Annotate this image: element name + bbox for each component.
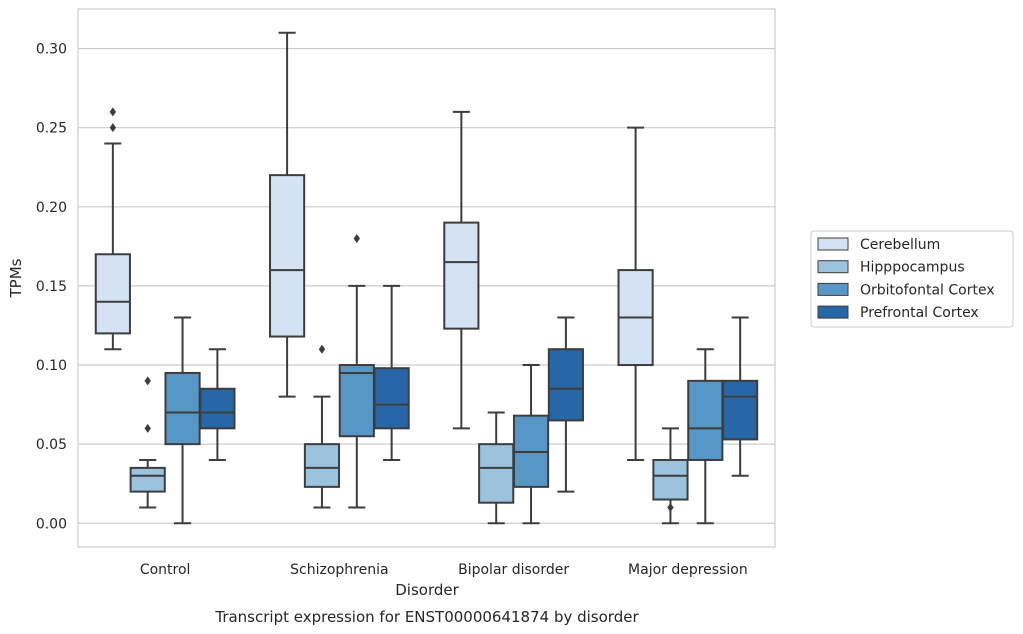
plot-area	[94, 31, 759, 525]
box	[129, 466, 166, 493]
box-group	[129, 376, 166, 509]
box-group	[373, 284, 410, 461]
legend-swatch	[817, 237, 849, 251]
legend: Cerebellum Hipppocampus Orbitofontal Corte…	[810, 230, 1014, 328]
x-tick-label: Schizophrenia	[290, 562, 388, 578]
box-group	[164, 316, 201, 525]
outlier-point	[109, 107, 117, 117]
outlier-point	[144, 423, 151, 433]
box-group	[199, 348, 236, 461]
y-tick-label: 0.00	[36, 516, 67, 532]
box	[303, 443, 341, 488]
y-tick-label: 0.25	[36, 121, 67, 137]
y-tick-label: 0.15	[36, 279, 67, 295]
box	[94, 253, 131, 335]
box	[652, 458, 689, 501]
legend-frame	[810, 230, 1014, 328]
legend-label: Orbitofontal Cortex	[860, 282, 995, 298]
box	[199, 387, 236, 430]
outlier-point	[353, 233, 360, 243]
x-tick-label: Control	[140, 562, 191, 578]
x-axis-label: Disorder	[395, 581, 459, 599]
y-tick-label: 0.10	[36, 358, 67, 374]
y-tick-label: 0.30	[36, 42, 67, 58]
legend-label: Prefrontal Cortex	[860, 305, 979, 321]
legend-swatch	[817, 260, 849, 274]
box	[547, 348, 584, 422]
box	[373, 367, 410, 430]
box-group	[443, 110, 480, 430]
box-group	[269, 31, 306, 398]
chart-title: Transcript expression for ENST0000064187…	[214, 608, 639, 626]
outlier-point	[318, 344, 326, 354]
box-group	[652, 427, 689, 525]
box-group	[547, 316, 584, 493]
box	[443, 221, 480, 330]
box-group	[512, 364, 550, 525]
x-tick-label: Bipolar disorder	[458, 562, 569, 578]
box-group	[303, 344, 341, 509]
box	[338, 364, 375, 438]
y-tick-label: 0.05	[36, 437, 67, 453]
y-axis: 0.00 0.05 0.10 0.15 0.20 0.25 0.30	[36, 42, 67, 533]
box	[269, 174, 306, 338]
x-tick-label: Major depression	[628, 562, 748, 578]
legend-label: Hipppocampus	[860, 260, 965, 276]
box	[478, 443, 515, 504]
outlier-point	[109, 123, 117, 133]
outlier-point	[144, 376, 151, 386]
legend-swatch	[817, 305, 849, 319]
legend-label: Cerebellum	[860, 237, 940, 253]
box-group	[722, 316, 759, 477]
plot-frame	[77, 8, 776, 548]
box-group	[478, 411, 515, 525]
box-group	[617, 126, 654, 461]
box-group	[94, 107, 131, 351]
box	[687, 379, 724, 461]
y-tick-label: 0.20	[36, 200, 67, 216]
y-axis-label: TPMs	[7, 258, 25, 298]
box	[722, 379, 759, 441]
legend-swatch	[817, 282, 849, 296]
x-axis: Control Schizophrenia Bipolar disorder Majo…	[140, 562, 748, 578]
box	[164, 371, 201, 446]
box-group	[338, 233, 375, 509]
outlier-point	[667, 502, 674, 512]
